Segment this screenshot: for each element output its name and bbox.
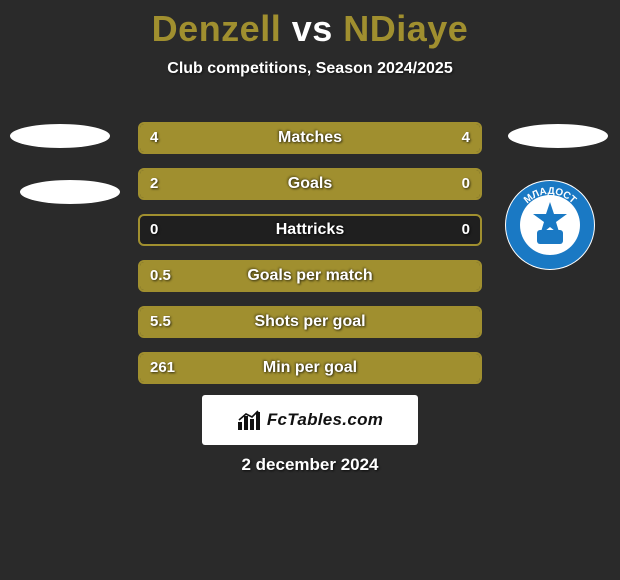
page-title: Denzell vs NDiaye [0,0,620,50]
comparison-bars: 44Matches 20Goals 00Hattricks 0.5Goals per … [138,122,482,398]
bar-label: Goals per match [140,262,480,290]
bar-label: Shots per goal [140,308,480,336]
stat-row: 00Hattricks [138,214,482,246]
bar-label: Min per goal [140,354,480,382]
title-left: Denzell [152,8,282,49]
right-club-placeholder-1 [508,124,608,148]
fctables-label: FcTables.com [267,410,383,430]
stat-row: 5.5Shots per goal [138,306,482,338]
stat-row: 44Matches [138,122,482,154]
stat-row: 261Min per goal [138,352,482,384]
left-club-placeholder-2 [20,180,120,204]
club-crest-icon: МЛАДОСТ [505,180,595,270]
stat-row: 20Goals [138,168,482,200]
left-club-placeholder-1 [10,124,110,148]
bar-label: Goals [140,170,480,198]
bars-icon [237,410,263,430]
title-vs: vs [281,8,343,49]
subtitle: Club competitions, Season 2024/2025 [0,60,620,78]
bar-label: Matches [140,124,480,152]
stat-row: 0.5Goals per match [138,260,482,292]
title-right: NDiaye [343,8,468,49]
fctables-badge[interactable]: FcTables.com [202,395,418,445]
right-club-badge: МЛАДОСТ [505,180,595,270]
bar-label: Hattricks [140,216,480,244]
date-label: 2 december 2024 [0,455,620,475]
